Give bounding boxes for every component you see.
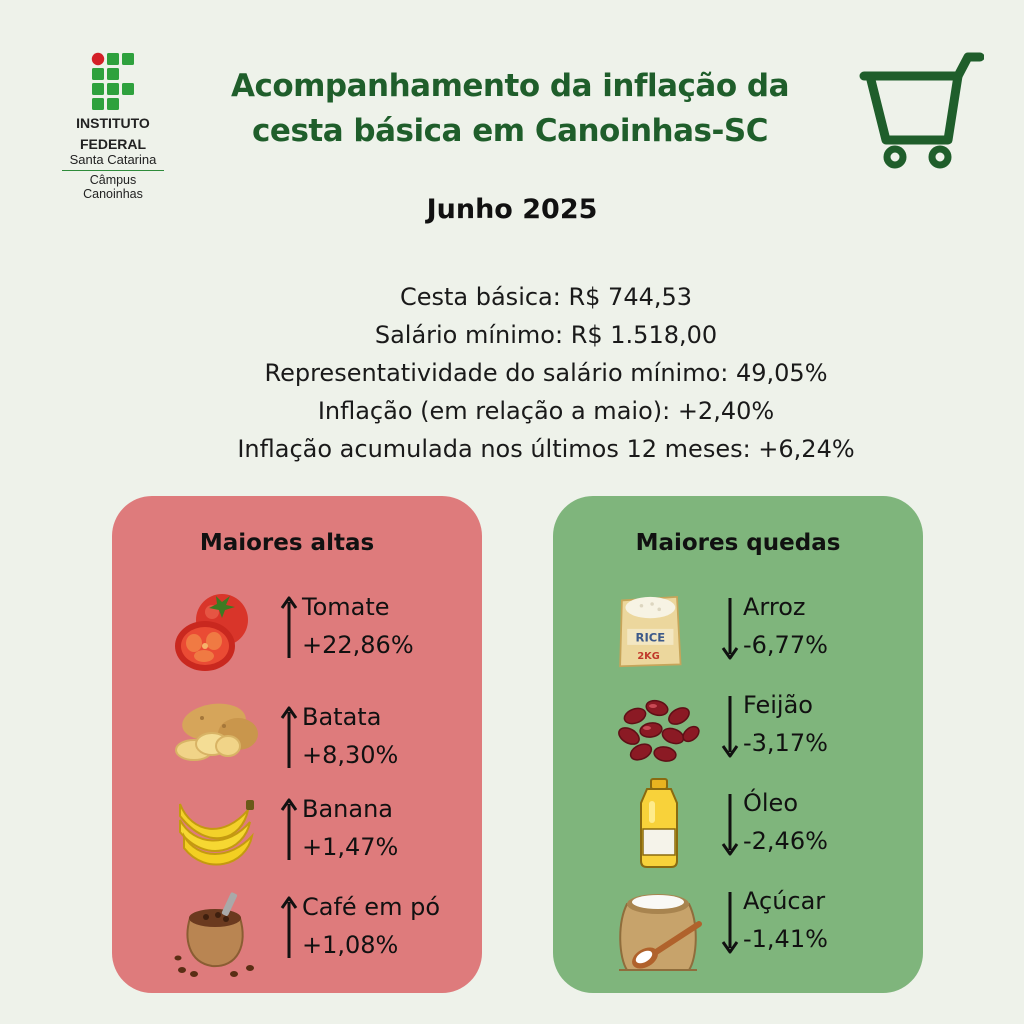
item-percent: -1,41%: [743, 925, 828, 953]
item-percent: +8,30%: [302, 741, 399, 769]
page-title-line-1: Acompanhamento da inflação da: [230, 68, 790, 104]
item-name: Açúcar: [743, 887, 826, 915]
logo-line-instituto: INSTITUTO: [76, 115, 150, 131]
arrow-up-icon: [280, 896, 298, 958]
item-percent: +1,08%: [302, 931, 399, 959]
coffee-icon: [174, 892, 254, 977]
stat-salario-minimo: Salário mínimo: R$ 1.518,00: [374, 321, 718, 349]
beans-icon: [618, 699, 700, 762]
list-item-cafe: Café em pó +1,08%: [112, 888, 482, 984]
rice-bag-label: RICE: [636, 630, 666, 644]
arrow-up-icon: [280, 596, 298, 658]
item-name: Feijão: [743, 691, 813, 719]
list-item-arroz: RICE 2KG Arroz -6,77%: [553, 588, 923, 684]
item-percent: -2,46%: [743, 827, 828, 855]
list-item-oleo: Óleo -2,46%: [553, 778, 923, 880]
item-name: Tomate: [302, 593, 390, 621]
arrow-up-icon: [280, 798, 298, 860]
stats-block: Cesta básica: R$ 744,53 Salário mínimo: …: [0, 278, 1024, 468]
tomato-icon: [175, 594, 248, 671]
shopping-cart-icon: [859, 52, 984, 169]
rice-bag-icon: RICE 2KG: [619, 595, 682, 668]
item-name: Banana: [302, 795, 394, 823]
item-name: Café em pó: [302, 893, 440, 921]
sugar-sack-icon: [619, 894, 702, 971]
list-item-banana: Banana +1,47%: [112, 790, 482, 886]
page-title: Acompanhamento da inflação da cesta bási…: [205, 64, 815, 154]
oil-bottle-icon: [640, 778, 678, 868]
potato-icon: [175, 703, 258, 761]
logo-line-federal: FEDERAL: [79, 136, 147, 152]
highs-panel-title: Maiores altas: [199, 530, 375, 556]
item-name: Arroz: [743, 593, 806, 621]
banana-icon: [179, 800, 254, 866]
rice-bag-weight: 2KG: [637, 651, 659, 662]
stat-inflacao-acumulada: Inflação acumulada nos últimos 12 meses:…: [237, 435, 855, 463]
month-label: Junho 2025: [426, 194, 598, 225]
ifsc-logo-mark-icon: [91, 52, 134, 110]
stat-inflacao-mensal: Inflação (em relação a maio): +2,40%: [317, 397, 775, 425]
lows-panel: Maiores quedas RICE 2KG Arroz -6,77%: [553, 496, 923, 993]
item-percent: +22,86%: [302, 631, 414, 659]
highs-panel: Maiores altas Tomate +22,86%: [112, 496, 482, 993]
arrow-up-icon: [280, 706, 298, 768]
logo-divider: [62, 170, 164, 171]
item-percent: +1,47%: [302, 833, 399, 861]
arrow-down-icon: [721, 794, 739, 856]
lows-panel-title: Maiores quedas: [635, 530, 841, 556]
logo-campus-name: Canoinhas: [83, 187, 143, 201]
stat-cesta-basica: Cesta básica: R$ 744,53: [399, 283, 693, 311]
list-item-tomate: Tomate +22,86%: [112, 588, 482, 684]
list-item-acucar: Açúcar -1,41%: [553, 882, 923, 978]
arrow-down-icon: [721, 696, 739, 758]
item-name: Batata: [302, 703, 382, 731]
ifsc-logo: INSTITUTO FEDERAL Santa Catarina Câmpus …: [58, 52, 168, 201]
item-name: Óleo: [743, 789, 799, 817]
item-percent: -6,77%: [743, 631, 828, 659]
stat-representatividade: Representatividade do salário mínimo: 49…: [264, 359, 828, 387]
page-title-line-2: cesta básica em Canoinhas-SC: [252, 113, 768, 149]
list-item-batata: Batata +8,30%: [112, 698, 482, 794]
logo-line-santa-catarina: Santa Catarina: [69, 152, 157, 167]
item-percent: -3,17%: [743, 729, 828, 757]
arrow-down-icon: [721, 598, 739, 660]
list-item-feijao: Feijão -3,17%: [553, 686, 923, 782]
arrow-down-icon: [721, 892, 739, 954]
logo-campus-label: Câmpus: [89, 173, 137, 187]
